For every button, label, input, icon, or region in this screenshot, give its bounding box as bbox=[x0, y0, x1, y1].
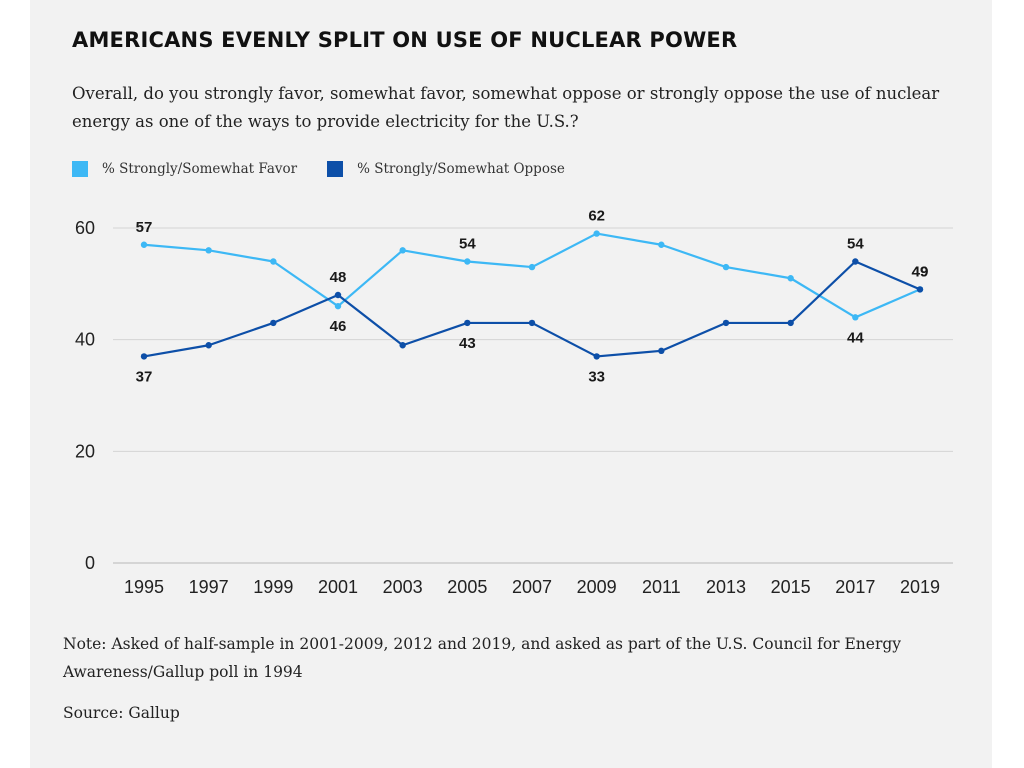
data-point-favor bbox=[399, 247, 406, 254]
data-point-oppose bbox=[528, 319, 536, 327]
data-point-oppose bbox=[464, 319, 471, 327]
data-point-oppose bbox=[916, 286, 924, 293]
y-tick-label: 20 bbox=[75, 441, 95, 461]
data-label-favor: 54 bbox=[459, 236, 476, 253]
x-tick-label: 2005 bbox=[447, 577, 487, 597]
data-point-favor bbox=[205, 247, 212, 254]
data-label-oppose: 49 bbox=[912, 263, 929, 280]
data-point-favor bbox=[528, 263, 536, 271]
x-tick-label: 2009 bbox=[577, 577, 617, 597]
data-label-favor: 44 bbox=[847, 329, 864, 346]
chart-subtitle: Overall, do you strongly favor, somewhat… bbox=[72, 84, 940, 131]
x-tick-label: 1997 bbox=[189, 577, 229, 597]
y-tick-label: 40 bbox=[75, 330, 95, 350]
data-point-favor bbox=[658, 241, 665, 248]
x-tick-label: 2019 bbox=[900, 577, 940, 597]
data-point-oppose bbox=[852, 258, 859, 265]
chart-legend: % Strongly/Somewhat Favor % Strongly/Som… bbox=[72, 158, 595, 180]
data-point-favor bbox=[464, 258, 471, 265]
chart-panel bbox=[30, 0, 992, 768]
legend-item-favor: % Strongly/Somewhat Favor bbox=[72, 161, 297, 177]
legend-swatch-favor bbox=[72, 161, 88, 177]
legend-label-oppose: % Strongly/Somewhat Oppose bbox=[357, 161, 565, 177]
x-tick-label: 2003 bbox=[383, 577, 423, 597]
data-point-favor bbox=[787, 275, 794, 282]
footnote: Note: Asked of half-sample in 2001-2009,… bbox=[63, 635, 902, 681]
x-tick-label: 2007 bbox=[512, 577, 552, 597]
x-tick-label: 2001 bbox=[318, 577, 358, 597]
data-point-favor bbox=[140, 241, 148, 248]
x-tick-label: 1995 bbox=[124, 577, 164, 597]
data-point-oppose bbox=[658, 347, 665, 355]
legend-label-favor: % Strongly/Somewhat Favor bbox=[102, 161, 298, 177]
series-line-oppose bbox=[143, 260, 921, 358]
x-tick-label: 2015 bbox=[771, 577, 811, 597]
data-point-oppose bbox=[593, 353, 600, 360]
data-label-favor: 46 bbox=[330, 318, 347, 335]
y-tick-label: 0 bbox=[85, 553, 95, 573]
x-tick-label: 2017 bbox=[835, 577, 875, 597]
series-line-favor bbox=[143, 232, 921, 319]
data-point-favor bbox=[334, 302, 342, 310]
data-point-oppose bbox=[399, 342, 406, 349]
data-label-favor: 57 bbox=[136, 219, 153, 236]
data-point-oppose bbox=[205, 342, 212, 349]
data-label-oppose: 43 bbox=[459, 335, 476, 352]
legend-item-oppose: % Strongly/Somewhat Oppose bbox=[327, 161, 565, 177]
x-tick-label: 2013 bbox=[706, 577, 746, 597]
data-point-oppose bbox=[334, 291, 342, 299]
data-point-favor bbox=[852, 314, 859, 321]
data-label-oppose: 48 bbox=[330, 269, 347, 286]
data-point-favor bbox=[593, 230, 600, 237]
data-label-favor: 62 bbox=[588, 208, 605, 225]
y-tick-label: 60 bbox=[75, 218, 95, 238]
data-label-favor: 49 bbox=[912, 263, 929, 280]
source-note: Source: Gallup bbox=[63, 704, 180, 722]
chart-title: AMERICANS EVENLY SPLIT ON USE OF NUCLEAR… bbox=[72, 28, 738, 52]
data-point-oppose bbox=[270, 319, 277, 327]
data-label-oppose: 54 bbox=[847, 236, 864, 253]
data-point-favor bbox=[270, 258, 277, 265]
data-label-oppose: 37 bbox=[136, 368, 153, 385]
data-point-oppose bbox=[787, 319, 794, 327]
x-tick-label: 1999 bbox=[253, 577, 293, 597]
data-point-favor bbox=[722, 263, 730, 271]
legend-swatch-oppose bbox=[327, 161, 344, 177]
data-point-oppose bbox=[722, 319, 730, 327]
data-label-oppose: 33 bbox=[588, 368, 605, 385]
x-tick-label: 2011 bbox=[642, 577, 681, 597]
data-point-oppose bbox=[140, 353, 148, 360]
